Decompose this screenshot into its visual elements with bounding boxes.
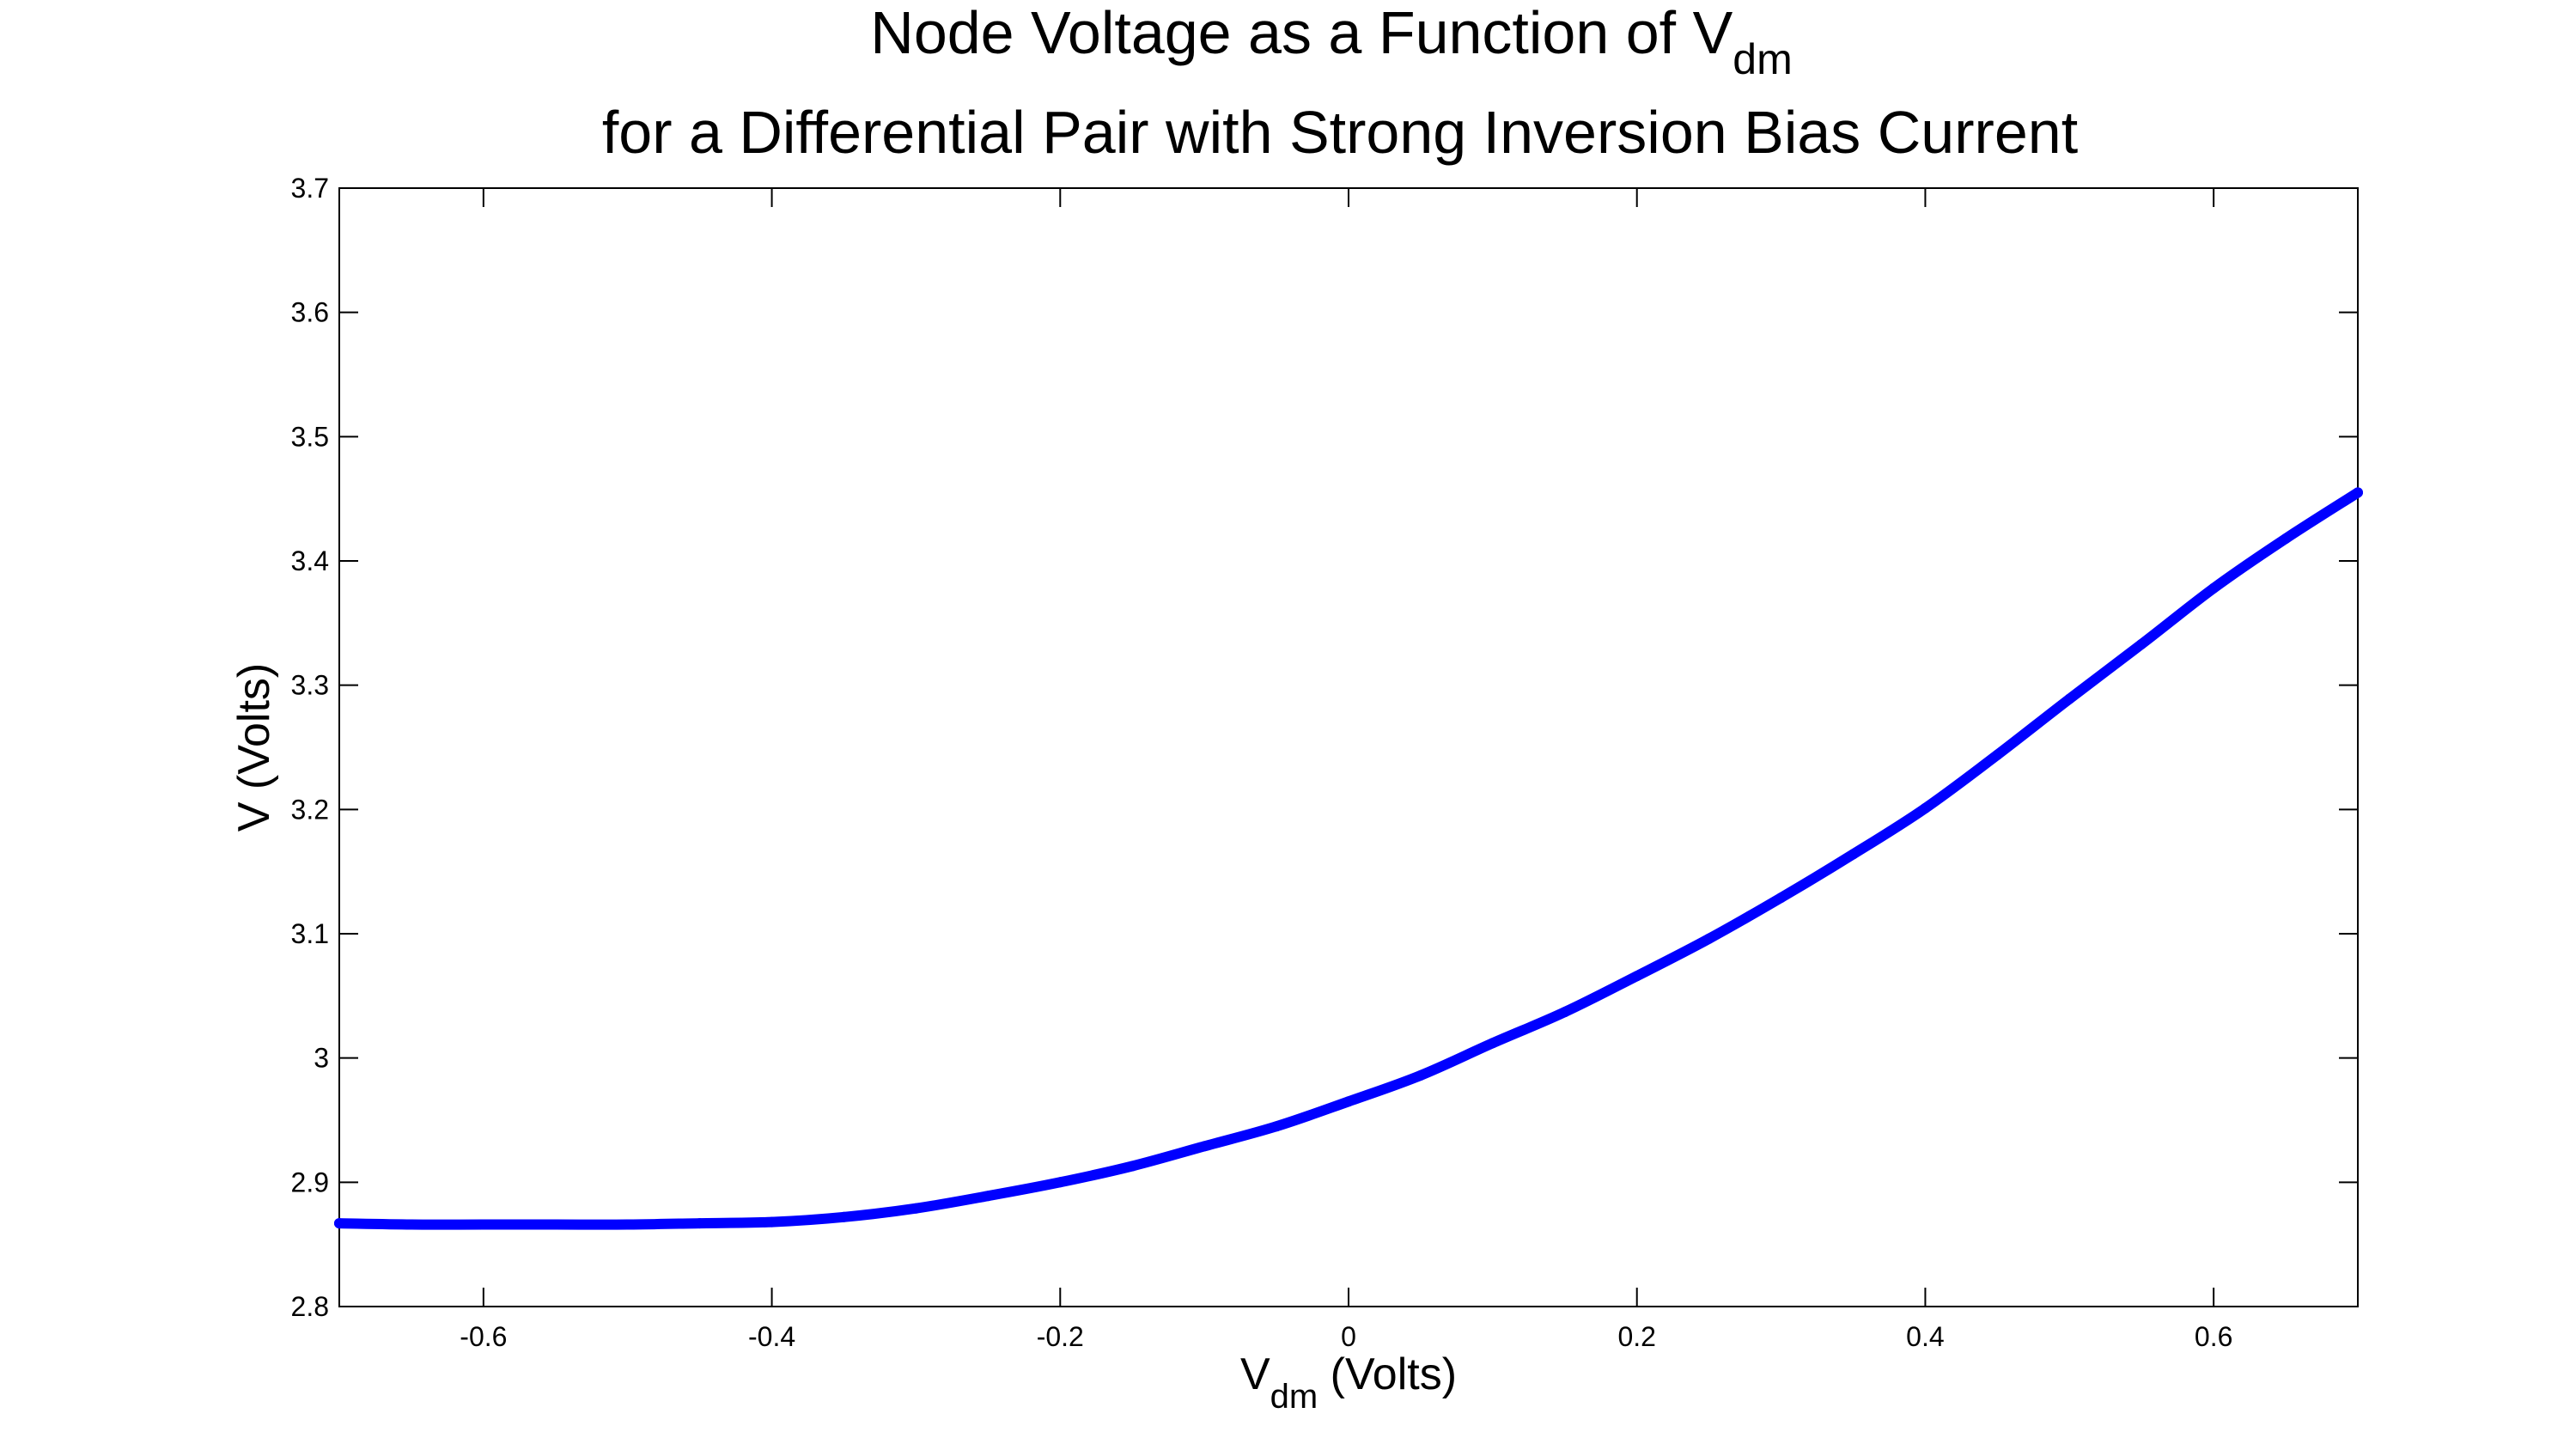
data-point	[405, 1219, 417, 1230]
data-point	[550, 1219, 561, 1230]
data-point	[766, 1216, 777, 1228]
y-axis-label: V (Volts)	[229, 663, 279, 832]
y-tick-label: 3.1	[291, 918, 329, 949]
data-point	[1775, 893, 1787, 903]
y-axis-ticks: 2.8 2.9 3 3.1 3.2 3.3 3.4 3.5 3.6 3.7	[291, 173, 2358, 1322]
x-axis-ticks: -0.6 -0.4 -0.2 0 0.2 0.4 0.6	[460, 188, 2232, 1352]
y-tick-label: 3.4	[291, 545, 329, 576]
x-tick-label: 0.4	[1906, 1321, 1944, 1352]
y-tick-label: 3.3	[291, 670, 329, 701]
y-tick-label: 2.8	[291, 1291, 329, 1322]
data-point	[983, 1191, 994, 1202]
y-tick-label: 3.6	[291, 297, 329, 328]
data-point	[622, 1219, 633, 1230]
data-point	[910, 1203, 922, 1214]
chart-title-line1: Node Voltage as a Function of Vdm	[870, 0, 1792, 83]
data-point	[1559, 1007, 1570, 1018]
data-point	[1631, 971, 1642, 982]
data-point	[2281, 533, 2292, 544]
x-tick-label: 0.6	[2195, 1321, 2232, 1352]
y-tick-label: 3.7	[291, 173, 329, 204]
chart-title-line1-main: Node Voltage as a Function of V	[870, 0, 1733, 66]
x-tick-label: 0	[1341, 1321, 1356, 1352]
data-point	[478, 1219, 489, 1230]
x-axis-label-suffix: (Volts)	[1318, 1349, 1457, 1399]
data-point	[1199, 1141, 1210, 1152]
data-point	[1271, 1121, 1282, 1132]
chart-title-line1-subscript: dm	[1733, 35, 1792, 83]
x-axis-label-subscript: dm	[1270, 1378, 1318, 1416]
y-tick-label: 3.2	[291, 794, 329, 825]
x-tick-label: -0.4	[748, 1321, 795, 1352]
data-point	[1992, 749, 2003, 760]
x-tick-label: -0.2	[1037, 1321, 1084, 1352]
plot-area	[338, 187, 2359, 1307]
data-point	[1055, 1177, 1066, 1188]
y-tick-label: 3	[314, 1043, 329, 1074]
x-tick-label: 0.2	[1617, 1321, 1655, 1352]
y-tick-label: 3.5	[291, 421, 329, 452]
data-point	[334, 1218, 344, 1229]
data-point	[1487, 1038, 1498, 1049]
series-line	[334, 487, 2363, 1230]
data-point	[1343, 1096, 1354, 1107]
data-point	[1415, 1069, 1426, 1081]
data-point	[1920, 802, 1931, 813]
data-point	[1848, 849, 1859, 860]
data-point	[2353, 487, 2363, 498]
data-point	[694, 1218, 705, 1229]
data-point	[2208, 582, 2220, 594]
x-tick-label: -0.6	[460, 1321, 507, 1352]
series-layer	[334, 487, 2363, 1230]
data-point	[2064, 693, 2075, 704]
data-point	[838, 1211, 850, 1222]
y-tick-label: 2.9	[291, 1167, 329, 1197]
chart-title-line2: for a Differential Pair with Strong Inve…	[602, 99, 2078, 166]
x-axis-label-main: V	[1240, 1349, 1270, 1399]
data-point	[2136, 638, 2147, 649]
data-point	[1703, 933, 1714, 944]
data-point	[1127, 1161, 1138, 1172]
x-axis-label: Vdm (Volts)	[1240, 1349, 1457, 1416]
